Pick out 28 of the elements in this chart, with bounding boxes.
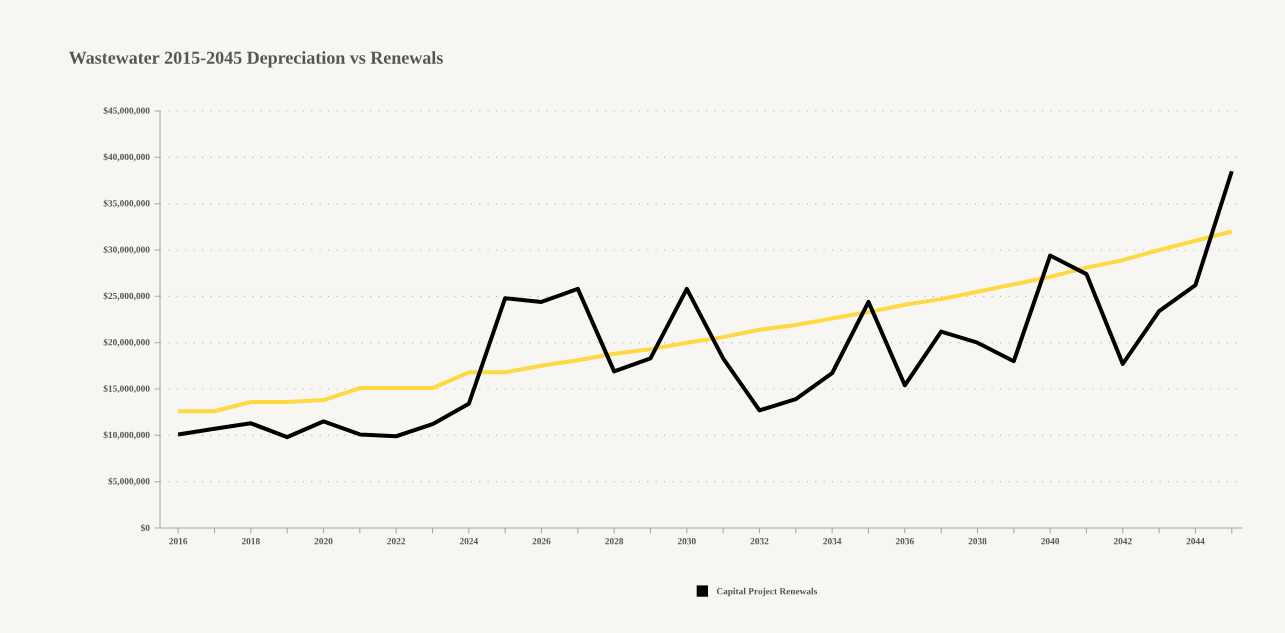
legend-label: Capital Project Renewals — [716, 587, 818, 597]
x-tick-label: 2026 — [532, 538, 551, 545]
x-tick-label: 2036 — [895, 538, 914, 545]
y-tick-label: $35,000,000 — [103, 199, 150, 208]
x-tick-label: 2040 — [1041, 538, 1060, 545]
x-tick-label: 2034 — [823, 538, 842, 545]
y-tick-label: $25,000,000 — [103, 292, 150, 301]
x-tick-label: 2018 — [241, 538, 260, 545]
x-tick-label: 2028 — [605, 538, 624, 545]
x-tick-label: 2032 — [750, 538, 769, 545]
y-tick-label: $30,000,000 — [103, 245, 150, 255]
y-tick-label: $5,000,000 — [108, 477, 150, 486]
y-tick-label: $15,000,000 — [103, 384, 150, 394]
x-tick-label: 2042 — [1113, 538, 1132, 545]
x-tick-label: 2038 — [968, 538, 987, 545]
y-tick-label: $20,000,000 — [103, 338, 150, 347]
x-tick-label: 2030 — [677, 538, 696, 545]
x-tick-label: 2020 — [314, 538, 333, 545]
y-tick-label: $10,000,000 — [103, 431, 150, 440]
x-tick-label: 2016 — [169, 538, 188, 545]
x-tick-label: 2044 — [1186, 538, 1205, 545]
x-tick-label: 2022 — [387, 538, 406, 545]
x-tick-label: 2024 — [459, 538, 478, 545]
y-tick-label: $40,000,000 — [103, 153, 150, 162]
chart-title: Wastewater 2015-2045 Depreciation vs Renewals — [68, 51, 443, 68]
y-tick-label: $45,000,000 — [103, 106, 150, 116]
line-series — [176, 169, 1234, 440]
y-tick-label: $0 — [140, 524, 150, 532]
